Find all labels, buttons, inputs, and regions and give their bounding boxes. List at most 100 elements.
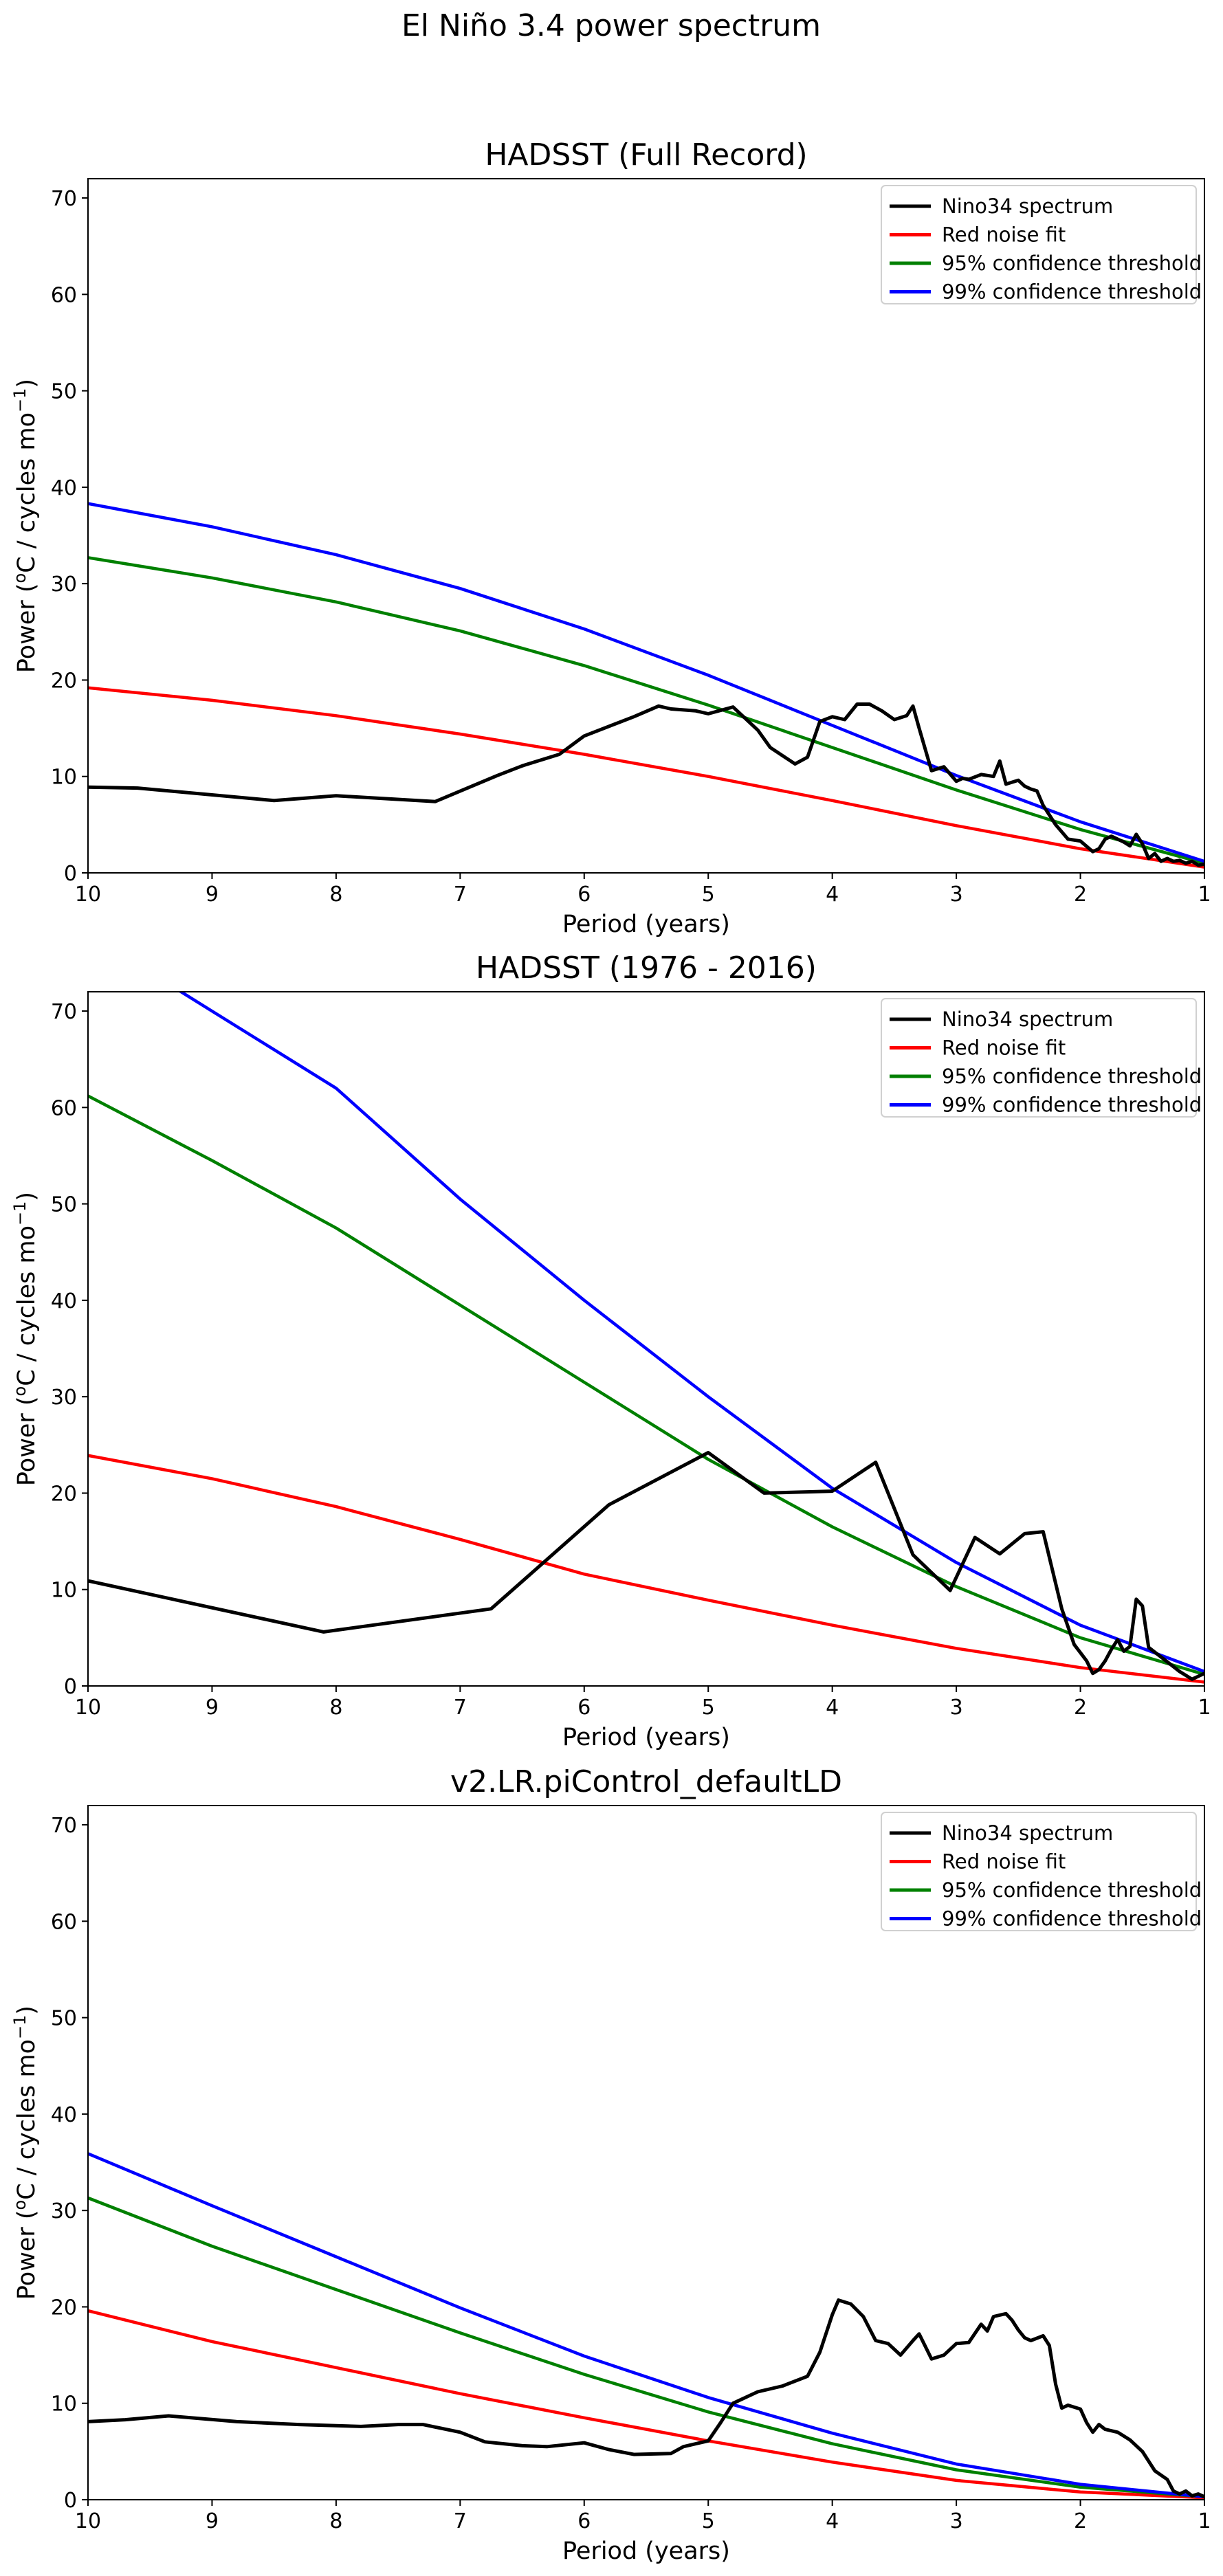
x-tick-label: 7 — [454, 2509, 467, 2533]
legend-box — [881, 998, 1197, 1118]
y-axis-label-part: ) — [13, 1192, 41, 1201]
plot-frame — [87, 1805, 1205, 2500]
series-line-nino34-spectrum — [88, 1451, 1204, 1681]
x-tick-label: 8 — [329, 882, 342, 907]
x-tick-label: 9 — [206, 1696, 219, 1720]
y-tick-label: 20 — [51, 669, 77, 693]
chart-panel-1: HADSST (Full Record)10 9 8 7 6 5 4 3 2 1010203040… — [10, 137, 1211, 938]
x-axis-label: Period (years) — [562, 2538, 730, 2565]
y-tick-label: 40 — [51, 476, 77, 500]
legend-entry: Nino34 spectrum — [942, 1008, 1113, 1031]
legend-entry: 99% confidence threshold — [942, 1907, 1202, 1931]
series-line-red-noise-fit — [88, 2309, 1204, 2500]
y-tick-label: 0 — [64, 2489, 77, 2513]
y-axis-label-sup: −1 — [10, 2015, 30, 2039]
x-tick-label: 10 — [75, 2509, 101, 2533]
x-tick-label: 8 — [329, 1696, 342, 1720]
x-tick-label: 10 — [75, 1696, 101, 1720]
legend-box — [881, 1812, 1197, 1931]
x-tick-label: 10 — [75, 882, 101, 907]
series-line-95-confidence-threshold — [88, 2196, 1204, 2499]
y-tick-label: 30 — [51, 2199, 77, 2223]
series-line-red-noise-fit — [88, 1454, 1204, 1684]
x-tick-label: 4 — [826, 882, 839, 907]
x-tick-label: 5 — [702, 882, 715, 907]
legend-entry: 95% confidence threshold — [942, 1065, 1202, 1088]
chart-title: HADSST (Full Record) — [485, 137, 807, 173]
legend-entry: 99% confidence threshold — [942, 280, 1202, 304]
legend-box — [881, 185, 1197, 304]
chart-panel-2: HADSST (1976 - 2016)10 9 8 7 6 5 4 3 2 1010203040… — [10, 951, 1211, 1751]
y-tick-label: 0 — [64, 1675, 77, 1699]
y-tick-label: 70 — [51, 1814, 77, 1838]
y-axis-label-sup: o — [10, 1386, 30, 1397]
y-tick-label: 30 — [51, 1386, 77, 1410]
y-axis-label-sup: o — [10, 2200, 30, 2210]
figure-title: El Niño 3.4 power spectrum — [401, 8, 821, 43]
y-tick-label: 70 — [51, 1000, 77, 1024]
series-group — [88, 992, 1204, 1684]
x-tick-label: 7 — [454, 882, 467, 907]
chart-title: v2.LR.piControl_defaultLD — [450, 1764, 842, 1799]
y-axis-label-part: Power ( — [13, 583, 41, 673]
series-line-nino34-spectrum — [88, 702, 1204, 867]
x-tick-label: 1 — [1198, 882, 1211, 907]
series-line-red-noise-fit — [88, 686, 1204, 869]
y-axis-label-part: C / cycles mo — [13, 2039, 41, 2200]
legend-entry: Nino34 spectrum — [942, 195, 1113, 218]
x-tick-label: 6 — [577, 2509, 591, 2533]
y-axis-label-part: Power ( — [13, 2210, 41, 2300]
series-line-99-confidence-threshold — [88, 2152, 1204, 2499]
y-axis-label: Power (oC / cycles mo−1) — [10, 1192, 41, 1486]
x-tick-label: 1 — [1198, 2509, 1211, 2533]
x-tick-label: 4 — [826, 2509, 839, 2533]
x-tick-label: 5 — [702, 2509, 715, 2533]
x-tick-label: 4 — [826, 1696, 839, 1720]
x-tick-label: 8 — [329, 2509, 342, 2533]
y-tick-label: 40 — [51, 2103, 77, 2127]
x-axis-label: Period (years) — [562, 911, 730, 938]
legend-entry: 99% confidence threshold — [942, 1093, 1202, 1117]
x-tick-label: 2 — [1074, 2509, 1087, 2533]
y-tick-label: 60 — [51, 1910, 77, 1934]
chart-title: HADSST (1976 - 2016) — [476, 951, 817, 986]
x-tick-label: 3 — [950, 1696, 963, 1720]
series-line-95-confidence-threshold — [88, 556, 1204, 865]
y-axis-label-part: C / cycles mo — [13, 1225, 41, 1386]
series-group — [88, 502, 1204, 869]
y-tick-label: 10 — [51, 2392, 77, 2417]
y-tick-label: 60 — [51, 283, 77, 307]
y-axis-label-sup: −1 — [10, 388, 30, 412]
y-axis-label-part: Power ( — [13, 1396, 41, 1486]
y-tick-label: 0 — [64, 862, 77, 886]
y-tick-label: 20 — [51, 1482, 77, 1506]
x-tick-label: 3 — [950, 2509, 963, 2533]
x-tick-label: 7 — [454, 1696, 467, 1720]
y-tick-label: 50 — [51, 2007, 77, 2031]
plot-frame — [87, 178, 1205, 874]
series-line-99-confidence-threshold — [178, 992, 1204, 1674]
legend-entry: 95% confidence threshold — [942, 1878, 1202, 1902]
y-axis-label-part: C / cycles mo — [13, 412, 41, 573]
x-tick-label: 2 — [1074, 882, 1087, 907]
y-tick-label: 40 — [51, 1289, 77, 1313]
x-tick-label: 5 — [702, 1696, 715, 1720]
series-line-99-confidence-threshold — [88, 502, 1204, 863]
x-tick-label: 9 — [206, 2509, 219, 2533]
y-axis-label-part: ) — [13, 379, 41, 388]
y-tick-label: 70 — [51, 187, 77, 211]
x-tick-label: 6 — [577, 882, 591, 907]
y-axis-label-part: ) — [13, 2006, 41, 2015]
x-tick-label: 3 — [950, 882, 963, 907]
y-tick-label: 50 — [51, 380, 77, 404]
legend-entry: Red noise fit — [942, 1036, 1066, 1060]
series-line-95-confidence-threshold — [88, 1094, 1204, 1676]
legend-entry: Red noise fit — [942, 1850, 1066, 1874]
legend-entry: Nino34 spectrum — [942, 1821, 1113, 1845]
legend: Nino34 spectrum Red noise fit 95% confiden… — [881, 185, 1202, 304]
x-tick-label: 6 — [577, 1696, 591, 1720]
y-tick-label: 30 — [51, 573, 77, 597]
y-tick-label: 10 — [51, 766, 77, 790]
